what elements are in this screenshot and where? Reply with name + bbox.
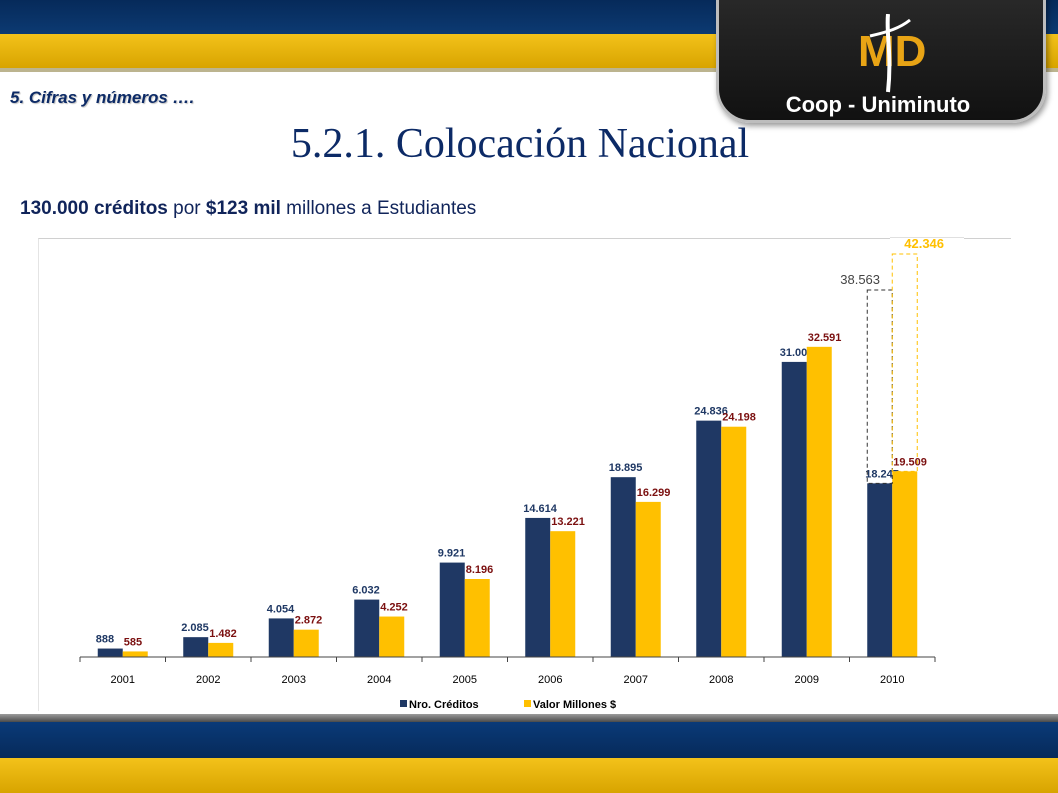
- legend-swatch-valor: [524, 700, 531, 707]
- bar-creditos-2009: [781, 361, 807, 657]
- bar-creditos-2001: [97, 648, 123, 657]
- data-label-valor-2004: 4.252: [380, 602, 408, 614]
- logo-mark-text: MD: [858, 27, 926, 76]
- subtitle-rest: millones a Estudiantes: [280, 198, 477, 219]
- data-label-creditos-2002: 2.085: [181, 622, 209, 634]
- logo-panel: [716, 0, 1046, 123]
- x-tick-label-2006: 2006: [538, 674, 562, 686]
- projection-box-valor: [891, 253, 918, 472]
- chart-frame-tab: [890, 237, 964, 242]
- bar-valor-2001: [122, 651, 148, 657]
- data-label-valor-2010: 19.509: [893, 456, 927, 468]
- bar-valor-2006: [550, 531, 576, 657]
- page-title: 5.2.1. Colocación Nacional: [290, 121, 750, 167]
- chart-frame: [38, 238, 1011, 711]
- legend-swatch-creditos: [400, 700, 407, 707]
- bar-creditos-2008: [696, 420, 722, 657]
- projection-label-valor: 42.346: [904, 236, 944, 251]
- data-label-creditos-2008: 24.836: [694, 406, 728, 418]
- subtitle-por: por: [167, 198, 206, 219]
- data-label-valor-2002: 1.482: [209, 628, 237, 640]
- data-label-valor-2006: 13.221: [551, 516, 585, 528]
- x-tick-label-2003: 2003: [282, 674, 306, 686]
- bar-creditos-2006: [525, 517, 551, 657]
- bar-valor-2005: [464, 579, 490, 657]
- bar-valor-2004: [379, 616, 405, 657]
- bar-creditos-2005: [439, 562, 465, 657]
- x-tick-label-2007: 2007: [624, 674, 648, 686]
- projection-label-creditos: 38.563: [840, 272, 880, 287]
- bottom-gold-band: [0, 758, 1058, 793]
- data-label-creditos-2007: 18.895: [609, 462, 643, 474]
- data-label-valor-2009: 32.591: [808, 332, 842, 344]
- legend-label-creditos: Nro. Créditos: [409, 699, 479, 711]
- md-logo-icon: MD: [858, 14, 926, 93]
- x-tick-label-2008: 2008: [709, 674, 733, 686]
- x-tick-label-2009: 2009: [795, 674, 819, 686]
- bottom-navy-band: [0, 722, 1058, 758]
- data-label-creditos-2006: 14.614: [523, 503, 558, 515]
- brand-name: Coop - Uniminuto: [785, 92, 971, 117]
- data-label-valor-2003: 2.872: [295, 615, 323, 627]
- bar-valor-2010: [892, 471, 918, 657]
- data-label-creditos-2004: 6.032: [352, 585, 380, 597]
- data-label-valor-2005: 8.196: [466, 564, 494, 576]
- data-label-creditos-2001: 888: [96, 634, 114, 646]
- top-band-shadow: [0, 68, 1058, 72]
- bar-creditos-2010: [867, 483, 893, 657]
- bar-valor-2009: [806, 346, 832, 657]
- subtitle-amount: $123 mil: [205, 198, 281, 219]
- x-tick-label-2002: 2002: [196, 674, 220, 686]
- bar-creditos-2007: [610, 477, 636, 657]
- x-tick-label-2001: 2001: [111, 674, 135, 686]
- bar-creditos-2003: [268, 618, 294, 657]
- bar-valor-2007: [635, 501, 661, 657]
- bar-creditos-2004: [354, 599, 380, 657]
- x-tick-label-2004: 2004: [367, 674, 391, 686]
- data-label-creditos-2003: 4.054: [267, 603, 295, 615]
- x-tick-label-2005: 2005: [453, 674, 477, 686]
- bar-valor-2002: [208, 642, 234, 657]
- bottom-divider: [0, 714, 1058, 722]
- bar-valor-2008: [721, 426, 747, 657]
- projection-box-creditos: [866, 289, 893, 484]
- subtitle: 130.000 créditos por $123 mil millones a…: [20, 198, 476, 220]
- legend-label-valor: Valor Millones $: [533, 699, 616, 711]
- data-label-valor-2008: 24.198: [722, 412, 756, 424]
- data-label-creditos-2009: 31.008: [780, 347, 814, 359]
- data-label-creditos-2010: 18.247: [865, 468, 899, 480]
- section-label: 5. Cifras y números ….: [10, 88, 195, 107]
- subtitle-credits: 130.000 créditos: [20, 198, 168, 219]
- bar-valor-2003: [293, 629, 319, 657]
- x-tick-label-2010: 2010: [880, 674, 904, 686]
- data-label-creditos-2005: 9.921: [438, 548, 466, 560]
- data-label-valor-2007: 16.299: [637, 487, 671, 499]
- bar-creditos-2002: [183, 637, 209, 657]
- data-label-valor-2001: 585: [124, 636, 142, 648]
